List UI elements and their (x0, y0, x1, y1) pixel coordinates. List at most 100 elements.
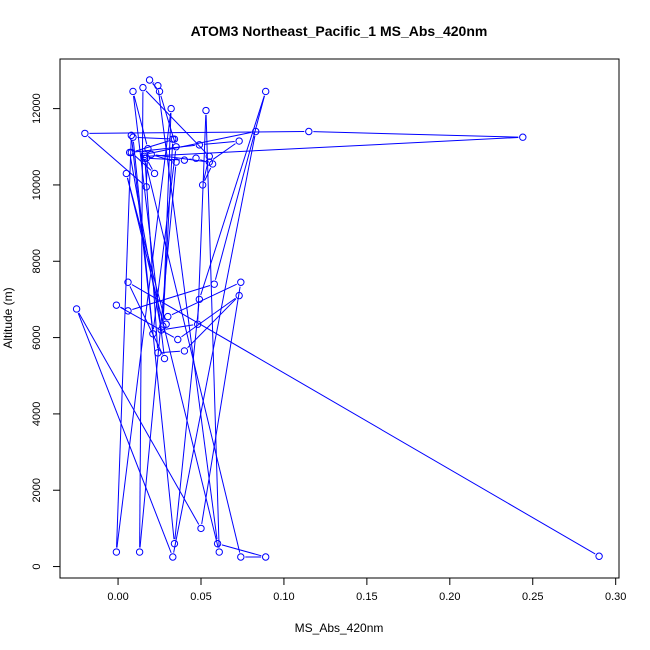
plot-frame (59, 58, 620, 579)
data-point (149, 330, 157, 338)
data-point (112, 548, 121, 556)
data-point (122, 169, 131, 178)
series-segment (313, 131, 519, 138)
series-segment (203, 160, 209, 181)
data-point (202, 106, 210, 115)
y-axis-label: Altitude (m) (1, 287, 15, 348)
data-point (195, 141, 204, 149)
data-point (252, 127, 260, 136)
series-segment (145, 90, 207, 154)
series-segment (134, 155, 152, 171)
data-point (235, 291, 243, 300)
data-point (237, 553, 245, 561)
data-point (170, 539, 179, 548)
series-layer (72, 76, 603, 561)
series-segment (135, 139, 171, 152)
data-point (192, 154, 200, 162)
data-point (159, 322, 167, 330)
series-segment (212, 143, 236, 160)
data-point (125, 148, 134, 157)
data-point (195, 295, 204, 304)
data-point (595, 552, 603, 560)
x-tick-label: 0.15 (356, 591, 377, 603)
y-tick-label: 6000 (31, 325, 43, 349)
data-point (261, 87, 270, 96)
data-point (169, 135, 177, 143)
data-point (150, 169, 159, 178)
data-point (193, 320, 202, 328)
series-segment (160, 95, 176, 143)
data-point (205, 152, 213, 161)
x-tick-label: 0.05 (190, 591, 211, 603)
data-point (261, 553, 270, 561)
series-segment (127, 177, 166, 321)
x-tick-label: 0.20 (439, 591, 460, 603)
data-point (180, 156, 189, 164)
series-segment (133, 95, 148, 145)
series-segment (139, 92, 144, 548)
series-segment (162, 350, 180, 354)
data-point (237, 278, 245, 286)
data-point (213, 539, 222, 548)
data-point (160, 354, 169, 363)
series-segment (203, 140, 235, 145)
x-tick-label: 0.00 (107, 591, 128, 603)
data-point (164, 312, 172, 321)
series-segment (147, 161, 153, 170)
y-tick-label: 10000 (31, 170, 43, 201)
data-point (112, 301, 121, 309)
y-tick-label: 8000 (31, 249, 43, 273)
series-segment (116, 139, 132, 548)
series-segment (132, 285, 211, 311)
data-point (140, 152, 149, 161)
data-point (145, 76, 154, 84)
data-point (235, 137, 243, 145)
data-point (124, 278, 132, 286)
data-point (142, 183, 150, 191)
series-segment (89, 131, 305, 134)
data-point (197, 524, 205, 533)
data-point (519, 133, 527, 141)
data-point (172, 143, 180, 151)
series-segment (214, 95, 266, 280)
x-tick-label: 0.25 (522, 591, 543, 603)
y-tick-label: 2000 (31, 478, 43, 502)
chart-title: ATOM3 Northeast_Pacific_1 MS_Abs_420nm (191, 23, 488, 39)
data-point (140, 154, 149, 162)
series-segment (157, 90, 218, 540)
data-point (215, 548, 223, 556)
series-segment (139, 166, 177, 548)
data-point (157, 326, 165, 334)
x-axis-label: MS_Abs_420nm (295, 621, 384, 635)
data-point (139, 83, 147, 92)
data-point (210, 280, 218, 288)
data-point (169, 553, 177, 561)
data-point (147, 150, 155, 159)
series-segment (155, 154, 205, 162)
data-point (208, 160, 217, 168)
series-segment (201, 286, 241, 525)
series-segment (171, 283, 237, 316)
data-point (305, 127, 313, 136)
data-point (129, 87, 137, 96)
data-point (72, 305, 81, 313)
series-segment (162, 143, 174, 322)
data-point (154, 349, 162, 357)
series-segment (133, 95, 165, 355)
series-segment (131, 284, 596, 555)
x-tick-label: 0.30 (605, 591, 626, 603)
series-segment (145, 162, 241, 553)
series-segment (187, 298, 237, 349)
series-segment (152, 151, 177, 330)
data-point (198, 181, 207, 189)
series-segment (221, 544, 262, 557)
data-point (174, 335, 182, 344)
series-segment (204, 167, 212, 182)
data-point (127, 131, 136, 140)
series-segment (197, 114, 207, 320)
data-point (155, 87, 164, 96)
series-segment (165, 324, 194, 330)
data-point (144, 144, 152, 153)
series-segment (152, 82, 155, 84)
